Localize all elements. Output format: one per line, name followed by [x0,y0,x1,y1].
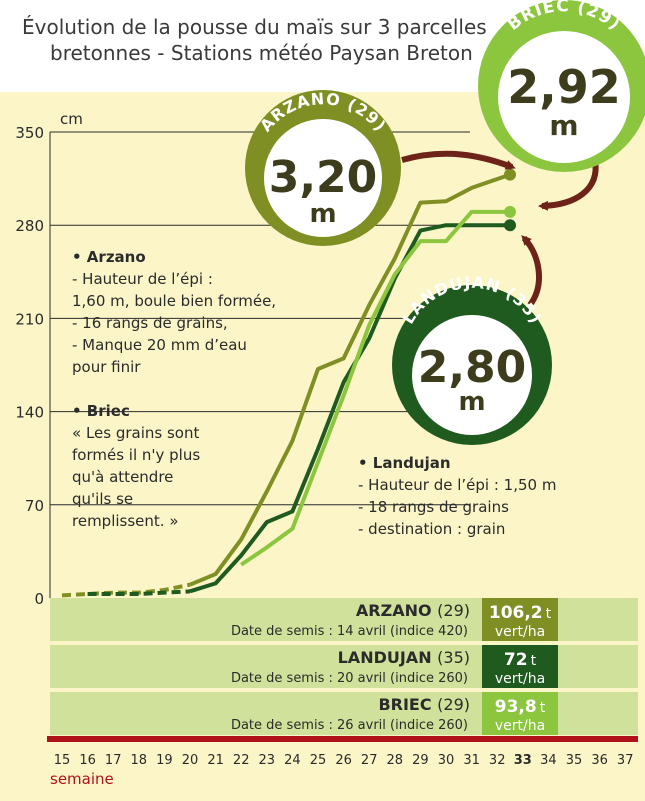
band-landujan-date: Date de semis : 20 avril (indice 260) [231,671,468,686]
band-briec-value: 93,8 t [495,697,546,717]
x-tick-label: 16 [79,753,96,768]
bubble-briec: BRIEC (29) 2,92 m [478,0,645,172]
title-line-2: bretonnes - Stations météo Paysan Breton [50,41,473,65]
x-axis-bar [47,736,638,742]
x-tick-label: 36 [591,753,608,768]
band-arzano-date: Date de semis : 14 avril (indice 420) [231,624,468,639]
note-briec: • Briec « Les grains sont formés il n'y pl… [72,402,200,530]
bubble-landujan-value: 2,80 [418,342,527,393]
series-endpoint-briec [504,205,516,218]
x-tick-label: 34 [540,753,557,768]
y-axis-unit: cm [60,110,83,128]
bubble-arzano-unit: m [309,199,336,229]
x-tick-label: 30 [438,753,455,768]
y-tick-labels: 0 70 140 210 280 350 [15,124,44,608]
note-line: - Manque 20 mm d’eau [72,336,247,354]
series-line-landujan [189,223,510,594]
y-tick-label: 0 [34,590,44,608]
x-tick-label: 24 [284,753,301,768]
x-tick-label: 29 [412,753,429,768]
x-tick-label: 25 [310,753,327,768]
series-endpoint-landujan [504,219,516,232]
note-line: 1,60 m, boule bien formée, [72,292,276,310]
note-line: - 16 rangs de grains, [72,314,228,332]
x-tick-label: 20 [182,753,199,768]
y-tick-label: 70 [25,497,44,515]
x-tick-label: 28 [387,753,404,768]
band-landujan-unit: vert/ha [495,671,545,687]
note-line: remplissent. » [72,512,179,530]
note-arzano: • Arzano - Hauteur de l’épi : 1,60 m, boul… [72,248,276,376]
band-briec-value-box [482,692,558,735]
band-arzano-unit: vert/ha [495,624,545,640]
y-tick-label: 350 [15,124,44,142]
bubble-briec-unit: m [549,109,578,142]
bubble-landujan-unit: m [458,387,485,417]
series-layer [61,168,516,598]
bubble-arzano-value: 3,20 [269,152,378,203]
bubble-arzano: ARZANO (29) 3,20 m [245,89,401,246]
x-tick-label: 19 [156,753,173,768]
y-tick-label: 280 [15,217,44,235]
note-line: formés il n'y plus [72,446,200,464]
note-line: pour finir [72,358,141,376]
series-line-landujan-early [87,589,191,597]
band-briec-unit: vert/ha [495,718,545,734]
x-tick-label: 27 [361,753,378,768]
band-landujan-value-box [482,645,558,688]
band-arzano-value-box [482,598,558,641]
title-line-1: Évolution de la pousse du maïs sur 3 par… [22,15,487,39]
band-arzano-name: ARZANO (29) [356,601,470,620]
bubble-briec-value: 2,92 [507,60,621,114]
x-tick-label: 23 [259,753,276,768]
y-tick-label: 140 [15,404,44,422]
x-tick-label: 37 [617,753,634,768]
x-tick-label: 17 [105,753,122,768]
x-tick-label: 35 [566,753,583,768]
x-tick-label: 18 [131,753,148,768]
x-tick-label: 26 [335,753,352,768]
arrow-briec [538,159,599,211]
note-line: - Hauteur de l’épi : [72,270,213,288]
x-tick-label: 33 [514,753,532,768]
note-line: qu'ils se [72,490,133,508]
note-line: • Landujan [358,454,451,472]
band-landujan-name: LANDUJAN (35) [338,648,470,667]
x-tick-label: 21 [207,753,224,768]
note-line: • Arzano [72,248,146,266]
band-arzano-value: 106,2 t [489,603,552,623]
x-tick-label: 22 [233,753,250,768]
note-line: - destination : grain [358,520,505,538]
series-endpoint-arzano [504,168,516,181]
band-briec-date: Date de semis : 26 avril (indice 260) [231,718,468,733]
note-line: - Hauteur de l’épi : 1,50 m [358,476,556,494]
band-briec-name: BRIEC (29) [378,695,470,714]
series-line-arzano-early [61,582,191,598]
arrow-arzano [401,150,516,170]
y-tick-label: 210 [15,310,44,328]
x-tick-label: 31 [463,753,480,768]
x-axis-label: semaine [50,770,114,788]
series-line-briec [240,209,510,567]
yield-bands: ARZANO (29) Date de semis : 14 avril (ind… [50,598,638,735]
x-tick-label: 32 [489,753,506,768]
series-line-arzano [189,172,511,587]
arrow-landujan [521,235,542,307]
note-line: « Les grains sont [72,424,199,442]
bubble-landujan: LANDUJAN (35) 2,80 m [392,273,552,445]
note-landujan: • Landujan - Hauteur de l’épi : 1,50 m - 1… [358,454,556,538]
band-landujan-value: 72 t [504,650,537,670]
note-line: qu'à attendre [72,468,173,486]
note-line: • Briec [72,402,130,420]
x-tick-labels: 15 16 17 18 19 20 21 22 23 24 25 26 27 28 29 30 31 32 33 34… [54,753,634,768]
x-tick-label: 15 [54,753,71,768]
note-line: - 18 rangs de grains [358,498,509,516]
